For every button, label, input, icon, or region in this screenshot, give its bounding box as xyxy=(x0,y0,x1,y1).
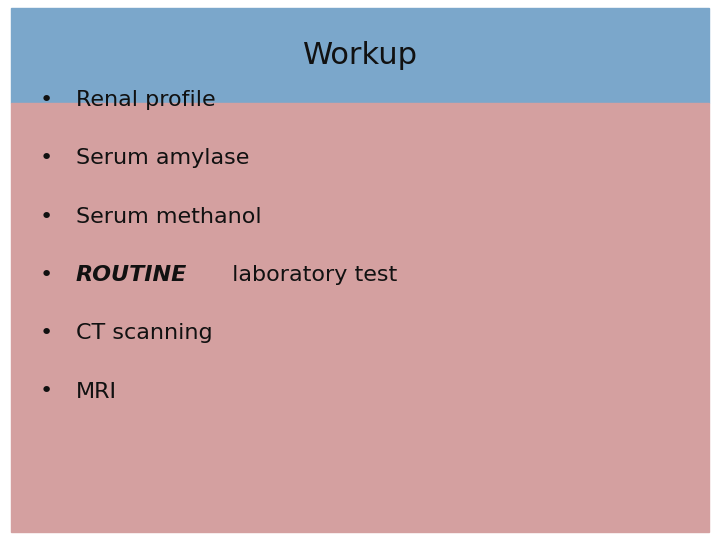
Bar xyxy=(11,103,709,532)
Text: MRI: MRI xyxy=(76,381,117,402)
Text: CT scanning: CT scanning xyxy=(76,323,212,343)
Text: Serum methanol: Serum methanol xyxy=(76,206,261,227)
Text: ROUTINE: ROUTINE xyxy=(76,265,187,285)
Text: Workup: Workup xyxy=(302,41,418,70)
Text: •: • xyxy=(40,206,53,227)
Text: •: • xyxy=(40,265,53,285)
Text: •: • xyxy=(40,148,53,168)
Text: Serum amylase: Serum amylase xyxy=(76,148,249,168)
Text: •: • xyxy=(40,90,53,110)
Text: •: • xyxy=(40,323,53,343)
Text: Renal profile: Renal profile xyxy=(76,90,215,110)
Text: laboratory test: laboratory test xyxy=(225,265,397,285)
Text: •: • xyxy=(40,381,53,402)
Bar xyxy=(11,8,709,103)
